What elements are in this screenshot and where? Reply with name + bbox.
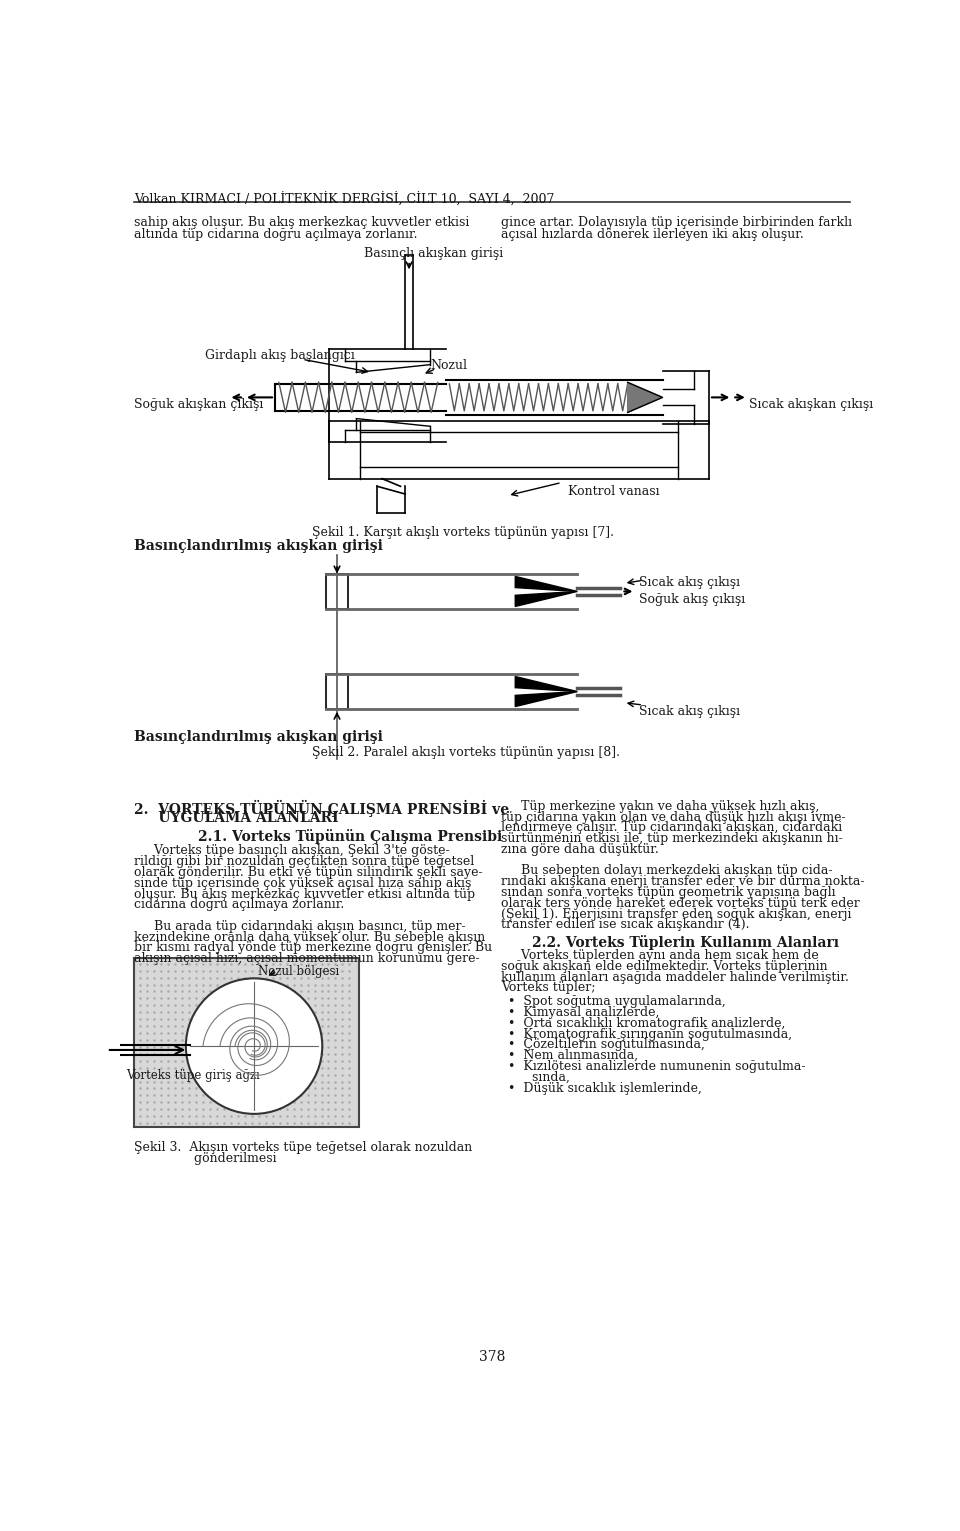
- Text: (Şekil 1). Enerjisini transfer eden soğuk akışkan, enerji: (Şekil 1). Enerjisini transfer eden soğu…: [501, 908, 852, 920]
- Text: akışın açısal hızı, açısal momentumun korunumu gere-: akışın açısal hızı, açısal momentumun ko…: [134, 952, 480, 965]
- Text: gönderilmesi: gönderilmesi: [134, 1151, 276, 1165]
- Text: oluşur. Bu akış merkezkaç kuvvetler etkisi altında tüp: oluşur. Bu akış merkezkaç kuvvetler etki…: [134, 888, 475, 900]
- Text: •  Kızılötesi analizlerde numunenin soğutulma-: • Kızılötesi analizlerde numunenin soğut…: [508, 1059, 805, 1073]
- Text: •  Nem alınmasında,: • Nem alınmasında,: [508, 1049, 637, 1063]
- Text: Soğuk akışkan çıkışı: Soğuk akışkan çıkışı: [134, 398, 263, 410]
- Text: •  Orta sıcaklıklı kromatografik analizlerde,: • Orta sıcaklıklı kromatografik analizle…: [508, 1017, 785, 1030]
- Polygon shape: [516, 692, 577, 706]
- Text: Şekil 1. Karşıt akışlı vorteks tüpünün yapısı [7].: Şekil 1. Karşıt akışlı vorteks tüpünün y…: [312, 527, 614, 539]
- Text: Soğuk akış çıkışı: Soğuk akış çıkışı: [639, 592, 746, 606]
- Text: soğuk akışkan elde edilmektedir. Vorteks tüplerinin: soğuk akışkan elde edilmektedir. Vorteks…: [501, 960, 828, 972]
- Text: •  Düşük sıcaklık işlemlerinde,: • Düşük sıcaklık işlemlerinde,: [508, 1081, 702, 1095]
- Text: olarak ters yönde hareket ederek vorteks tüpü terk eder: olarak ters yönde hareket ederek vorteks…: [501, 897, 860, 909]
- Text: Şekil 2. Paralel akışlı vorteks tüpünün yapısı [8].: Şekil 2. Paralel akışlı vorteks tüpünün …: [312, 746, 620, 759]
- Text: sında,: sında,: [520, 1070, 570, 1084]
- Text: •  Çözeltilerin soğutulmasında,: • Çözeltilerin soğutulmasında,: [508, 1038, 705, 1052]
- Text: sinde tüp içerisinde çok yüksek açısal hıza sahip akış: sinde tüp içerisinde çok yüksek açısal h…: [134, 877, 471, 890]
- Text: Volkan KIRMACI / POLİTEKNİK DERGİSİ, CİLT 10,  SAYI 4,  2007: Volkan KIRMACI / POLİTEKNİK DERGİSİ, CİL…: [134, 193, 554, 207]
- Text: Basınçlandırılmış akışkan girişi: Basınçlandırılmış akışkan girişi: [134, 539, 383, 554]
- Text: açısal hızlarda dönerek ilerleyen iki akış oluşur.: açısal hızlarda dönerek ilerleyen iki ak…: [501, 228, 804, 240]
- Text: Girdaplı akış başlangıcı: Girdaplı akış başlangıcı: [205, 349, 355, 363]
- Circle shape: [186, 978, 323, 1115]
- Text: altında tüp cidarına doğru açılmaya zorlanır.: altında tüp cidarına doğru açılmaya zorl…: [134, 228, 418, 240]
- Polygon shape: [516, 576, 577, 591]
- Text: •  Spot soğutma uygulamalarında,: • Spot soğutma uygulamalarında,: [508, 995, 725, 1009]
- Text: 2.2. Vorteks Tüplerin Kullanım Alanları: 2.2. Vorteks Tüplerin Kullanım Alanları: [532, 935, 839, 951]
- Text: bir kısmı radyal yönde tüp merkezine doğru genişler. Bu: bir kısmı radyal yönde tüp merkezine doğ…: [134, 942, 492, 954]
- Text: rildiği gibi bir nozuldan geçtikten sonra tüpe teğetsel: rildiği gibi bir nozuldan geçtikten sonr…: [134, 856, 474, 868]
- Text: Vorteks tüpe basınçlı akışkan, Şekil 3'te göste-: Vorteks tüpe basınçlı akışkan, Şekil 3't…: [134, 845, 449, 857]
- Text: Sıcak akışkan çıkışı: Sıcak akışkan çıkışı: [750, 398, 874, 410]
- Text: Kontrol vanası: Kontrol vanası: [568, 485, 660, 498]
- Text: zına göre daha düşüktür.: zına göre daha düşüktür.: [501, 844, 660, 856]
- Text: Sıcak akış çıkışı: Sıcak akış çıkışı: [639, 704, 740, 718]
- Text: olarak gönderilir. Bu etki ve tüpün silindirik şekli saye-: olarak gönderilir. Bu etki ve tüpün sili…: [134, 867, 483, 879]
- Text: Nozul bölgesi: Nozul bölgesi: [258, 965, 339, 978]
- Text: Bu arada tüp cidarındaki akışın basıncı, tüp mer-: Bu arada tüp cidarındaki akışın basıncı,…: [134, 920, 466, 932]
- Text: •  Kromatografik şırınganın soğutulmasında,: • Kromatografik şırınganın soğutulmasınd…: [508, 1027, 792, 1041]
- Text: 378: 378: [479, 1350, 505, 1364]
- Text: sürtünmenin etkisi ile, tüp merkezindeki akışkanın hı-: sürtünmenin etkisi ile, tüp merkezindeki…: [501, 831, 843, 845]
- Bar: [134, 957, 359, 1127]
- Text: Sıcak akış çıkışı: Sıcak akış çıkışı: [639, 576, 740, 589]
- Text: Vorteks tüplerden aynı anda hem sıcak hem de: Vorteks tüplerden aynı anda hem sıcak he…: [501, 949, 819, 961]
- Polygon shape: [628, 383, 662, 412]
- Text: Tüp merkezine yakın ve daha yüksek hızlı akış,: Tüp merkezine yakın ve daha yüksek hızlı…: [501, 799, 820, 813]
- Text: rındaki akışkana enerji transfer eder ve bir durma nokta-: rındaki akışkana enerji transfer eder ve…: [501, 876, 865, 888]
- Text: kullanım alanları aşağıda maddeler halinde verilmiştir.: kullanım alanları aşağıda maddeler halin…: [501, 971, 850, 983]
- Text: sından sonra vorteks tüpün geometrik yapısına bağlı: sından sonra vorteks tüpün geometrik yap…: [501, 886, 836, 899]
- Text: sahip akış oluşur. Bu akış merkezkaç kuvvetler etkisi: sahip akış oluşur. Bu akış merkezkaç kuv…: [134, 216, 469, 230]
- Text: Vorteks tüpe giriş ağzı: Vorteks tüpe giriş ağzı: [126, 1069, 260, 1082]
- Text: tüp cidarına yakın olan ve daha düşük hızlı akışı ivme-: tüp cidarına yakın olan ve daha düşük hı…: [501, 810, 846, 824]
- Text: Nozul: Nozul: [430, 360, 467, 372]
- Text: 2.  VORTEKS TÜPÜNÜN ÇALIŞMA PRENSİBİ ve: 2. VORTEKS TÜPÜNÜN ÇALIŞMA PRENSİBİ ve: [134, 799, 509, 818]
- Text: cidarına doğru açılmaya zorlanır.: cidarına doğru açılmaya zorlanır.: [134, 899, 345, 911]
- Text: Bu sebepten dolayı merkezdeki akışkan tüp cida-: Bu sebepten dolayı merkezdeki akışkan tü…: [501, 865, 832, 877]
- Text: •  Kimyasal analizlerde,: • Kimyasal analizlerde,: [508, 1006, 659, 1020]
- Text: UYGULAMA ALANLARI: UYGULAMA ALANLARI: [134, 811, 339, 825]
- Text: Basınçlı akışkan girişi: Basınçlı akışkan girişi: [364, 246, 503, 260]
- Text: lendirmeye çalışır. Tüp cidarındaki akışkan, cidardaki: lendirmeye çalışır. Tüp cidarındaki akış…: [501, 821, 843, 834]
- Text: gince artar. Dolayısıyla tüp içerisinde birbirinden farklı: gince artar. Dolayısıyla tüp içerisinde …: [501, 216, 852, 230]
- Polygon shape: [516, 677, 577, 692]
- Text: Şekil 3.  Akışın vorteks tüpe teğetsel olarak nozuldan: Şekil 3. Akışın vorteks tüpe teğetsel ol…: [134, 1141, 472, 1154]
- Text: Vorteks tüpler;: Vorteks tüpler;: [501, 981, 596, 995]
- Text: 2.1. Vorteks Tüpünün Çalışma Prensibi: 2.1. Vorteks Tüpünün Çalışma Prensibi: [198, 828, 502, 844]
- Text: transfer edilen ise sıcak akışkandır (4).: transfer edilen ise sıcak akışkandır (4)…: [501, 919, 750, 931]
- Text: Basınçlandırılmış akışkan girişi: Basınçlandırılmış akışkan girişi: [134, 730, 383, 744]
- Polygon shape: [516, 591, 577, 606]
- Text: kezindekine oranla daha yüksek olur. Bu sebeple akışın: kezindekine oranla daha yüksek olur. Bu …: [134, 931, 485, 943]
